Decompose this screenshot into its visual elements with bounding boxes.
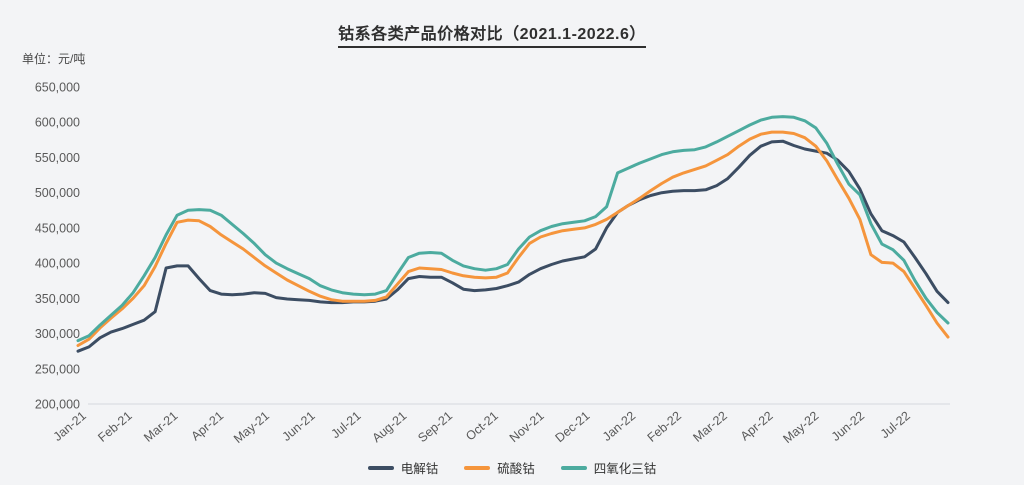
y-tick-label: 400,000 [35, 257, 80, 271]
x-tick-label: Jun-21 [280, 409, 318, 444]
y-tick-label: 600,000 [35, 116, 80, 130]
x-tick-label: May-22 [780, 409, 821, 447]
x-tick-label: May-21 [231, 409, 272, 447]
legend-label: 电解钴 [400, 462, 439, 476]
y-tick-label: 500,000 [35, 186, 80, 200]
x-tick-label: Apr-21 [189, 409, 227, 444]
x-tick-label: Aug-21 [369, 409, 409, 446]
x-tick-label: Jul-21 [329, 409, 364, 442]
legend-swatch-icon [367, 465, 394, 470]
legend-item-1[interactable]: 电解钴 [367, 458, 439, 477]
page-title: 钴系各类产品价格对比（2021.1-2022.6） [0, 20, 984, 48]
legend-swatch-icon [464, 465, 491, 470]
x-tick-label: Mar-21 [141, 409, 180, 445]
x-tick-label: Oct-21 [463, 409, 501, 444]
y-tick-label: 350,000 [35, 292, 80, 306]
y-tick-label: 200,000 [35, 398, 80, 412]
legend-item-3[interactable]: 四氧化三钴 [560, 458, 657, 477]
x-tick-label: Sep-21 [415, 409, 455, 446]
legend-item-2[interactable]: 硫酸钴 [464, 458, 535, 477]
legend-label: 四氧化三钴 [593, 462, 657, 476]
y-tick-label: 650,000 [35, 81, 80, 95]
x-tick-label: Nov-21 [507, 409, 547, 446]
x-tick-label: Dec-21 [553, 409, 593, 446]
legend-label: 硫酸钴 [497, 462, 535, 476]
x-tick-label: Apr-22 [738, 409, 776, 444]
x-tick-label: Feb-22 [645, 409, 684, 445]
unit-label: 单位：元/吨 [22, 52, 86, 66]
series-line-1 [76, 139, 950, 353]
x-tick-label: Jan-21 [51, 409, 89, 444]
legend-swatch-icon [560, 465, 587, 470]
x-tick-label: Mar-22 [690, 409, 729, 445]
legend: 电解钴 硫酸钴 四氧化三钴 [0, 458, 1024, 477]
y-tick-label: 550,000 [35, 151, 80, 165]
x-tick-label: Jan-22 [600, 409, 638, 444]
series-line-3 [76, 115, 950, 343]
x-tick-label: Jun-22 [829, 409, 867, 444]
y-tick-label: 250,000 [35, 362, 80, 376]
x-tick-label: Feb-21 [95, 409, 134, 445]
series-line-2 [76, 130, 950, 347]
y-tick-label: 450,000 [35, 221, 80, 235]
y-tick-label: 300,000 [35, 327, 80, 341]
x-tick-label: Jul-22 [878, 409, 913, 442]
